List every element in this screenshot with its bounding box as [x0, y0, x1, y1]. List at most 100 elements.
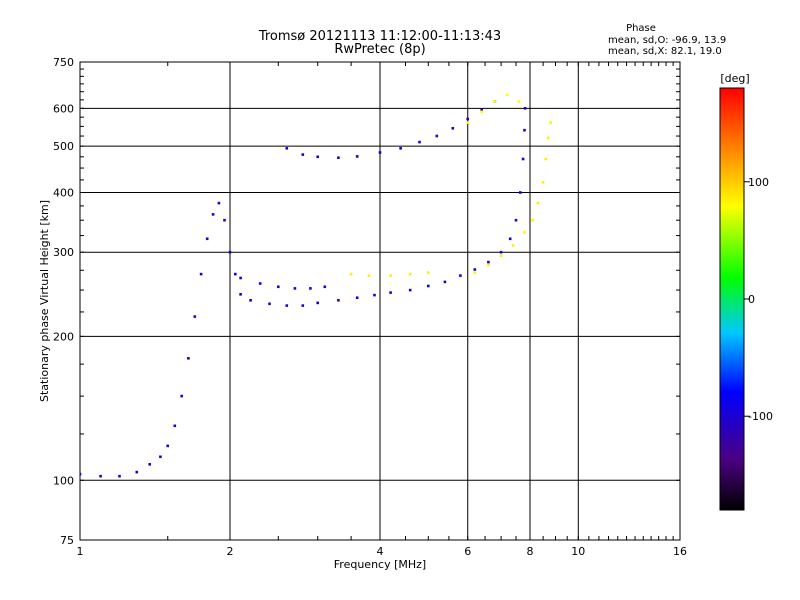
data-point: [435, 134, 439, 138]
data-point: [511, 244, 515, 247]
data-point: [316, 301, 319, 305]
data-point: [549, 121, 552, 124]
data-point: [337, 299, 340, 302]
data-point: [487, 263, 490, 267]
data-point: [427, 284, 430, 288]
data-point: [99, 474, 102, 478]
data-point: [301, 153, 305, 156]
x-tick-label: 16: [673, 545, 687, 558]
data-point: [258, 282, 262, 285]
gridlines: [80, 62, 680, 540]
data-point: [427, 271, 430, 274]
data-point: [316, 155, 319, 159]
y-tick-label: 300: [53, 246, 74, 259]
data-point: [389, 274, 392, 277]
data-point: [517, 100, 521, 103]
data-point: [408, 272, 412, 276]
data-point: [546, 136, 550, 140]
data-point: [443, 280, 447, 284]
data-point: [473, 271, 477, 274]
data-point: [514, 218, 518, 222]
phase-title: Phase: [626, 23, 656, 34]
phase-stat-o: mean, sd,O: -96.9, 13.9: [608, 35, 726, 46]
data-point: [301, 304, 305, 307]
data-point: [523, 128, 526, 132]
data-point: [173, 424, 177, 428]
data-point: [309, 287, 312, 290]
y-tick-label: 500: [53, 140, 74, 153]
data-point: [499, 254, 503, 257]
y-tick-label: 75: [60, 534, 74, 547]
colorbar-tick-label: 0: [748, 293, 755, 306]
data-point: [399, 147, 402, 150]
data-point: [459, 274, 462, 277]
data-point: [135, 470, 139, 474]
data-point: [285, 147, 289, 150]
axis-ticks: 1 2 4 6 8 10 16 75 100 200 300 400 500 600 750: [53, 56, 687, 558]
chart-title: Tromsø 20121113 11:12:00-11:13:43: [258, 29, 501, 44]
data-point: [234, 272, 237, 276]
data-point: [180, 394, 183, 398]
data-point: [531, 218, 534, 222]
data-point: [373, 293, 376, 297]
data-point: [166, 444, 169, 448]
data-points: [80, 93, 552, 478]
data-point: [277, 285, 280, 289]
y-tick-label: 100: [53, 474, 74, 487]
data-point: [521, 157, 525, 161]
colorbar-tick-label: -100: [748, 410, 773, 423]
x-axis-label: Frequency [MHz]: [334, 558, 426, 571]
data-point: [523, 107, 527, 110]
data-point: [293, 287, 297, 290]
y-axis-label: Stationary phase Virtual Height [km]: [38, 200, 51, 402]
data-point: [480, 110, 483, 114]
data-point: [473, 268, 477, 271]
data-point: [118, 474, 121, 478]
y-tick-label: 400: [53, 186, 74, 199]
x-tick-label: 2: [227, 545, 234, 558]
data-point: [493, 100, 497, 103]
data-point: [389, 291, 392, 294]
data-point: [187, 357, 190, 360]
data-point: [487, 260, 490, 264]
chart-subtitle: RwPretec (8p): [334, 42, 425, 57]
x-tick-label: 4: [377, 545, 384, 558]
data-point: [349, 272, 353, 276]
data-point: [223, 218, 226, 222]
data-point: [378, 151, 382, 154]
data-point: [544, 157, 547, 161]
x-tick-label: 8: [527, 545, 534, 558]
data-point: [367, 274, 371, 277]
data-point: [519, 191, 522, 194]
data-point: [211, 213, 215, 216]
data-point: [239, 293, 242, 296]
data-point: [148, 463, 151, 466]
phase-stat-x: mean, sd,X: 82.1, 19.0: [608, 46, 722, 57]
data-point: [508, 237, 512, 241]
data-point: [323, 285, 327, 289]
data-point: [80, 472, 82, 476]
data-point: [205, 237, 209, 241]
colorbar-tick-label: 100: [748, 176, 769, 189]
y-tick-label: 600: [53, 102, 74, 115]
data-point: [451, 127, 455, 130]
data-point: [466, 117, 469, 121]
x-tick-label: 6: [464, 545, 471, 558]
data-point: [523, 231, 526, 234]
data-point: [536, 201, 540, 205]
colorbar-ticks: 100 0 -100: [744, 176, 773, 423]
data-point: [285, 304, 289, 307]
data-point: [408, 288, 412, 292]
data-point: [268, 302, 271, 306]
data-point: [159, 455, 162, 459]
data-point: [199, 272, 203, 276]
data-point: [418, 140, 421, 144]
data-point: [466, 121, 469, 124]
data-point: [217, 201, 221, 205]
data-point: [337, 156, 340, 159]
data-point: [541, 181, 545, 184]
data-point: [228, 250, 232, 254]
y-tick-label: 750: [53, 56, 74, 69]
y-tick-label: 200: [53, 330, 74, 343]
